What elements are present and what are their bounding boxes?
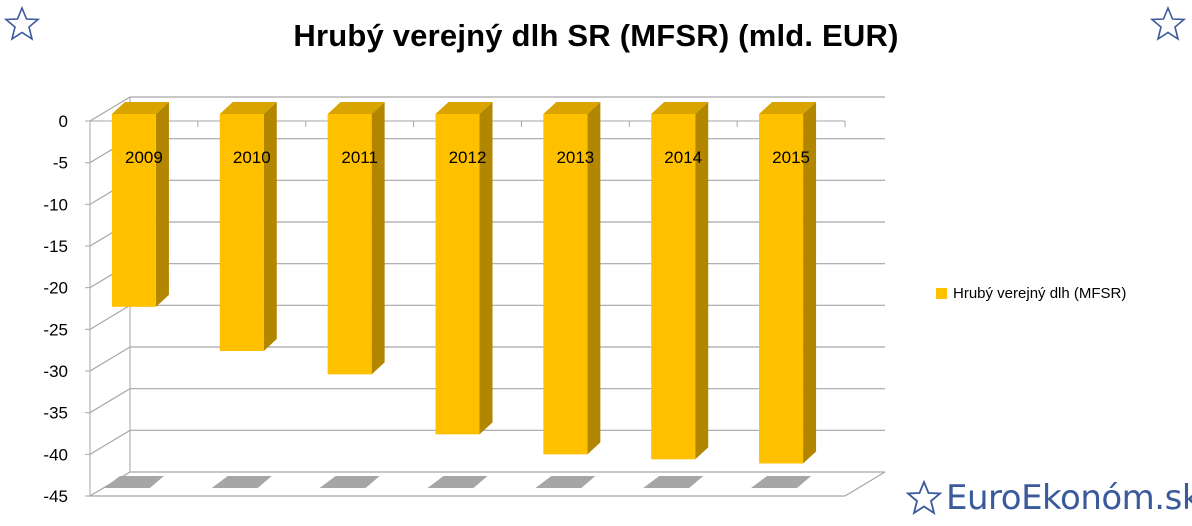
shadow-layer [103, 476, 812, 488]
y-tick-label: -15 [43, 237, 68, 256]
bar-shadow [427, 476, 488, 488]
gridline [89, 471, 885, 497]
y-tick-label: -10 [43, 195, 68, 214]
gridline [89, 429, 885, 455]
bar-top [111, 102, 169, 114]
bar-side [155, 102, 169, 307]
star-outline-icon [906, 480, 942, 516]
bar-shadow [535, 476, 596, 488]
bar [111, 114, 156, 307]
x-tick-label: 2009 [125, 148, 163, 167]
brand-text: EuroEkonóm.sk [946, 478, 1192, 518]
bar [219, 114, 264, 351]
bar-shadow [751, 476, 812, 488]
y-tick-label: -35 [43, 404, 68, 423]
x-tick-label: 2011 [341, 148, 378, 167]
floor-edge [844, 471, 886, 497]
bar-top [435, 102, 493, 114]
y-tick-label: -45 [43, 487, 68, 506]
y-tick-label: -20 [43, 279, 68, 298]
bar [327, 114, 372, 375]
bar-side [371, 102, 385, 375]
y-tick-label: -5 [53, 154, 68, 173]
legend-swatch [936, 288, 947, 299]
bar-layer [111, 102, 817, 464]
bar-shadow [211, 476, 272, 488]
bar-shadow [643, 476, 704, 488]
star-outline-icon [4, 6, 40, 41]
bar-side [695, 102, 709, 460]
bar-top [543, 102, 601, 114]
x-tick-label: 2012 [449, 148, 487, 167]
bar-top [327, 102, 385, 114]
bar-top [219, 102, 277, 114]
bar-side [479, 102, 493, 435]
bar-shadow [103, 476, 164, 488]
x-tick-label: 2010 [233, 148, 271, 167]
y-tick-label: -30 [43, 362, 68, 381]
bar [435, 114, 480, 435]
bar [543, 114, 588, 455]
bar-top [759, 102, 817, 114]
x-tick-label: 2014 [664, 148, 702, 167]
y-tick-label: -40 [43, 445, 68, 464]
gridline [89, 388, 885, 414]
legend: Hrubý verejný dlh (MFSR) [936, 285, 1126, 302]
x-tick-label: 2015 [772, 148, 810, 167]
bar [759, 114, 804, 464]
x-tick-label: 2013 [556, 148, 594, 167]
bar-side [803, 102, 817, 464]
y-tick-label: 0 [59, 112, 68, 131]
label-layer: 0 -5 -10 -15 -20 -25 -30 -35 -40 -45 2009 2010 2011 2… [43, 112, 810, 506]
gridline [89, 346, 885, 372]
bar-side [587, 102, 601, 455]
bar [651, 114, 696, 460]
bar-side [263, 102, 277, 351]
bar-shadow [319, 476, 380, 488]
legend-label: Hrubý verejný dlh (MFSR) [953, 285, 1127, 302]
y-tick-label: -25 [43, 320, 68, 339]
chart-title: Hrubý verejný dlh SR (MFSR) (mld. EUR) [293, 18, 899, 53]
star-outline-icon [1150, 6, 1186, 41]
brand-logo: EuroEkonóm.sk [906, 478, 1192, 518]
gridline [89, 96, 885, 122]
bar-top [651, 102, 709, 114]
